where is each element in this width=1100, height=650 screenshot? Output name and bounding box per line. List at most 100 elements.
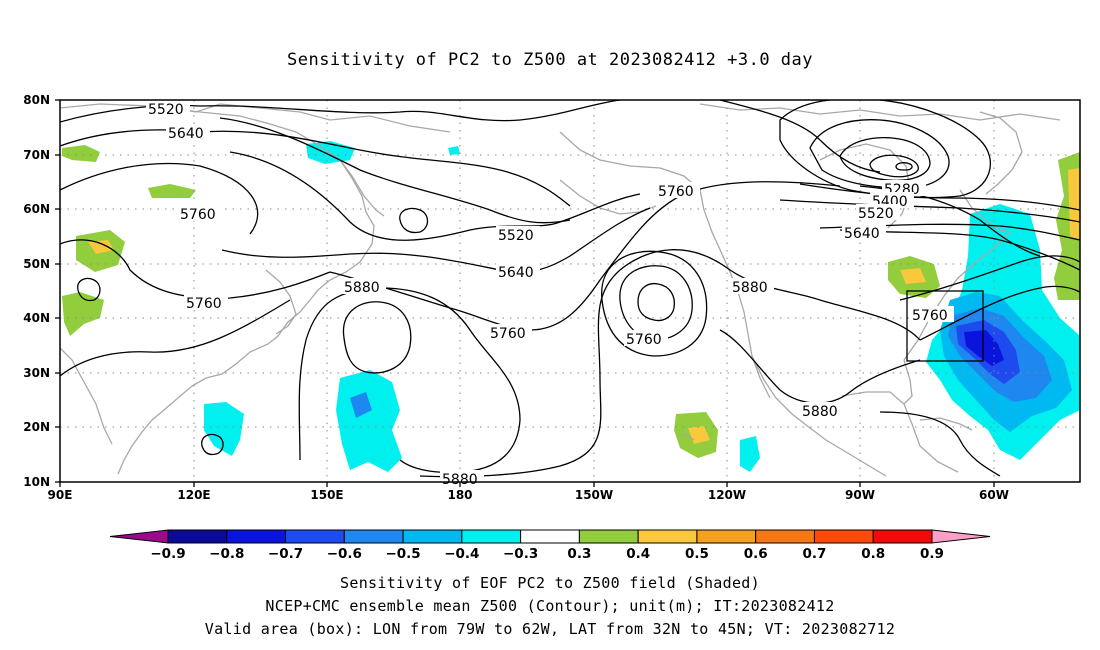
contour-low-indochina bbox=[201, 433, 224, 456]
colorbar-label: 0.8 bbox=[861, 546, 885, 562]
coast-asia-east bbox=[177, 299, 311, 399]
contour-label: 5760 bbox=[186, 296, 222, 312]
colorbar-swatches bbox=[109, 529, 991, 544]
colorbar-swatch bbox=[402, 529, 463, 544]
shade-yellow-india bbox=[88, 240, 114, 254]
colorbar-swatch bbox=[696, 529, 757, 544]
contour-label: 5640 bbox=[498, 265, 534, 281]
lat-label: 40N bbox=[23, 311, 50, 325]
caption-shading: Sensitivity of EOF PC2 to Z500 field (Sh… bbox=[340, 574, 760, 592]
colorbar-swatch bbox=[813, 529, 874, 544]
colorbar-label: 0.7 bbox=[803, 546, 827, 562]
contour-label: 5520 bbox=[148, 102, 184, 118]
contour-label: 5760 bbox=[490, 326, 526, 342]
contour-5760-mid bbox=[329, 181, 841, 331]
contour-labels: 5520 5640 5760 5760 5880 5520 5640 5760 … bbox=[146, 100, 954, 488]
contour-label: 5640 bbox=[168, 126, 204, 142]
colorbar-label: 0.6 bbox=[744, 546, 768, 562]
contour-5760-low-inner bbox=[637, 282, 676, 322]
chart-title: Sensitivity of PC2 to Z500 at 2023082412… bbox=[286, 50, 813, 70]
shade-green-nw bbox=[62, 145, 100, 162]
lat-label: 70N bbox=[23, 148, 50, 162]
shade-blue-pacific bbox=[350, 392, 372, 418]
colorbar-swatch bbox=[637, 529, 698, 544]
coast-cuba bbox=[919, 417, 973, 431]
lon-label: 120W bbox=[708, 488, 746, 502]
contour-high-pacific bbox=[342, 301, 412, 374]
contour-5280-mid bbox=[809, 119, 950, 189]
lat-label: 20N bbox=[23, 420, 50, 434]
contour-5280-outer bbox=[779, 100, 991, 199]
lon-label: 150E bbox=[310, 488, 343, 502]
colorbar-label: 0.3 bbox=[567, 546, 591, 562]
colorbar-swatch bbox=[167, 529, 228, 544]
coast-greenland bbox=[979, 111, 1023, 195]
contour-5880-pacific bbox=[298, 287, 521, 474]
contour-low-asia bbox=[399, 207, 429, 234]
contour-5280-core bbox=[869, 154, 919, 178]
caption-contour: NCEP+CMC ensemble mean Z500 (Contour); u… bbox=[265, 597, 835, 615]
colorbar-swatch bbox=[461, 529, 522, 544]
contour-label: 5880 bbox=[732, 280, 768, 296]
contour-north-b bbox=[199, 130, 571, 207]
colorbar-label: −0.4 bbox=[444, 546, 479, 562]
contour-5880-west bbox=[60, 299, 291, 377]
lon-label: 120E bbox=[177, 488, 210, 502]
contour-east-d bbox=[879, 411, 1001, 477]
contour-low-india bbox=[77, 277, 101, 302]
contour-5400-east bbox=[799, 183, 1080, 211]
colorbar-swatch bbox=[578, 529, 639, 544]
lon-label: 90E bbox=[48, 488, 73, 502]
shade-yellow-atlantic bbox=[1068, 168, 1080, 240]
colorbar-label: −0.3 bbox=[503, 546, 538, 562]
coast-indochina bbox=[117, 397, 179, 475]
colorbar-swatch bbox=[285, 529, 345, 544]
contour-label: 5520 bbox=[498, 228, 534, 244]
colorbar-swatch bbox=[343, 529, 404, 544]
contour-5280-tiny bbox=[895, 162, 913, 171]
map-frame bbox=[59, 99, 1081, 483]
lon-label: 90W bbox=[845, 488, 875, 502]
coast-florida bbox=[903, 359, 913, 405]
colorbar-label: −0.7 bbox=[268, 546, 303, 562]
shade-cyan-small bbox=[448, 146, 460, 155]
contour-label: 5760 bbox=[912, 308, 948, 324]
map-panel: 5520 5640 5760 5760 5880 5520 5640 5760 … bbox=[23, 93, 1081, 502]
sensitivity-shading bbox=[62, 141, 1080, 472]
lat-label: 30N bbox=[23, 366, 50, 380]
lat-label: 50N bbox=[23, 257, 50, 271]
coast-japan bbox=[265, 269, 297, 335]
contour-5760-west2 bbox=[60, 239, 331, 299]
coast-na-west bbox=[737, 291, 887, 477]
colorbar-swatch bbox=[872, 529, 933, 544]
contour-north-a bbox=[199, 100, 621, 122]
shade-deepblue-atlantic bbox=[964, 330, 1004, 366]
caption-valid-area: Valid area (box): LON from 79W to 62W, L… bbox=[204, 620, 896, 638]
contour-5760-low-outer bbox=[601, 250, 708, 357]
shade-cyan-west bbox=[204, 402, 244, 456]
shade-yellow-greatlakes bbox=[900, 268, 926, 284]
colorbar-end-high bbox=[931, 529, 991, 544]
contour-north-c bbox=[219, 117, 571, 224]
coast-asia-north bbox=[60, 103, 375, 301]
colorbar-label: 0.9 bbox=[920, 546, 944, 562]
colorbar-end-low bbox=[109, 529, 169, 544]
lon-label: 60W bbox=[979, 488, 1009, 502]
longitude-labels: 90E 120E 150E 180 150W 120W 90W 60W bbox=[48, 488, 1009, 502]
contour-label: 5520 bbox=[858, 206, 894, 222]
coast-labrador bbox=[959, 189, 1011, 233]
contour-5880-east-pacific bbox=[419, 249, 921, 478]
colorbar-label: −0.6 bbox=[327, 546, 362, 562]
contour-label: 5880 bbox=[802, 404, 838, 420]
lon-label: 180 bbox=[447, 488, 472, 502]
coast-canada-arctic bbox=[699, 103, 1061, 121]
lon-label: 150W bbox=[575, 488, 613, 502]
contour-label: 5640 bbox=[844, 226, 880, 242]
colorbar-label: −0.8 bbox=[209, 546, 244, 562]
coast-baja bbox=[751, 355, 771, 399]
coast-hawaii bbox=[679, 433, 695, 441]
contour-east-b bbox=[899, 255, 1080, 301]
colorbar-swatch bbox=[226, 529, 287, 544]
colorbar-label: 0.4 bbox=[626, 546, 650, 562]
colorbar-label: −0.5 bbox=[385, 546, 420, 562]
